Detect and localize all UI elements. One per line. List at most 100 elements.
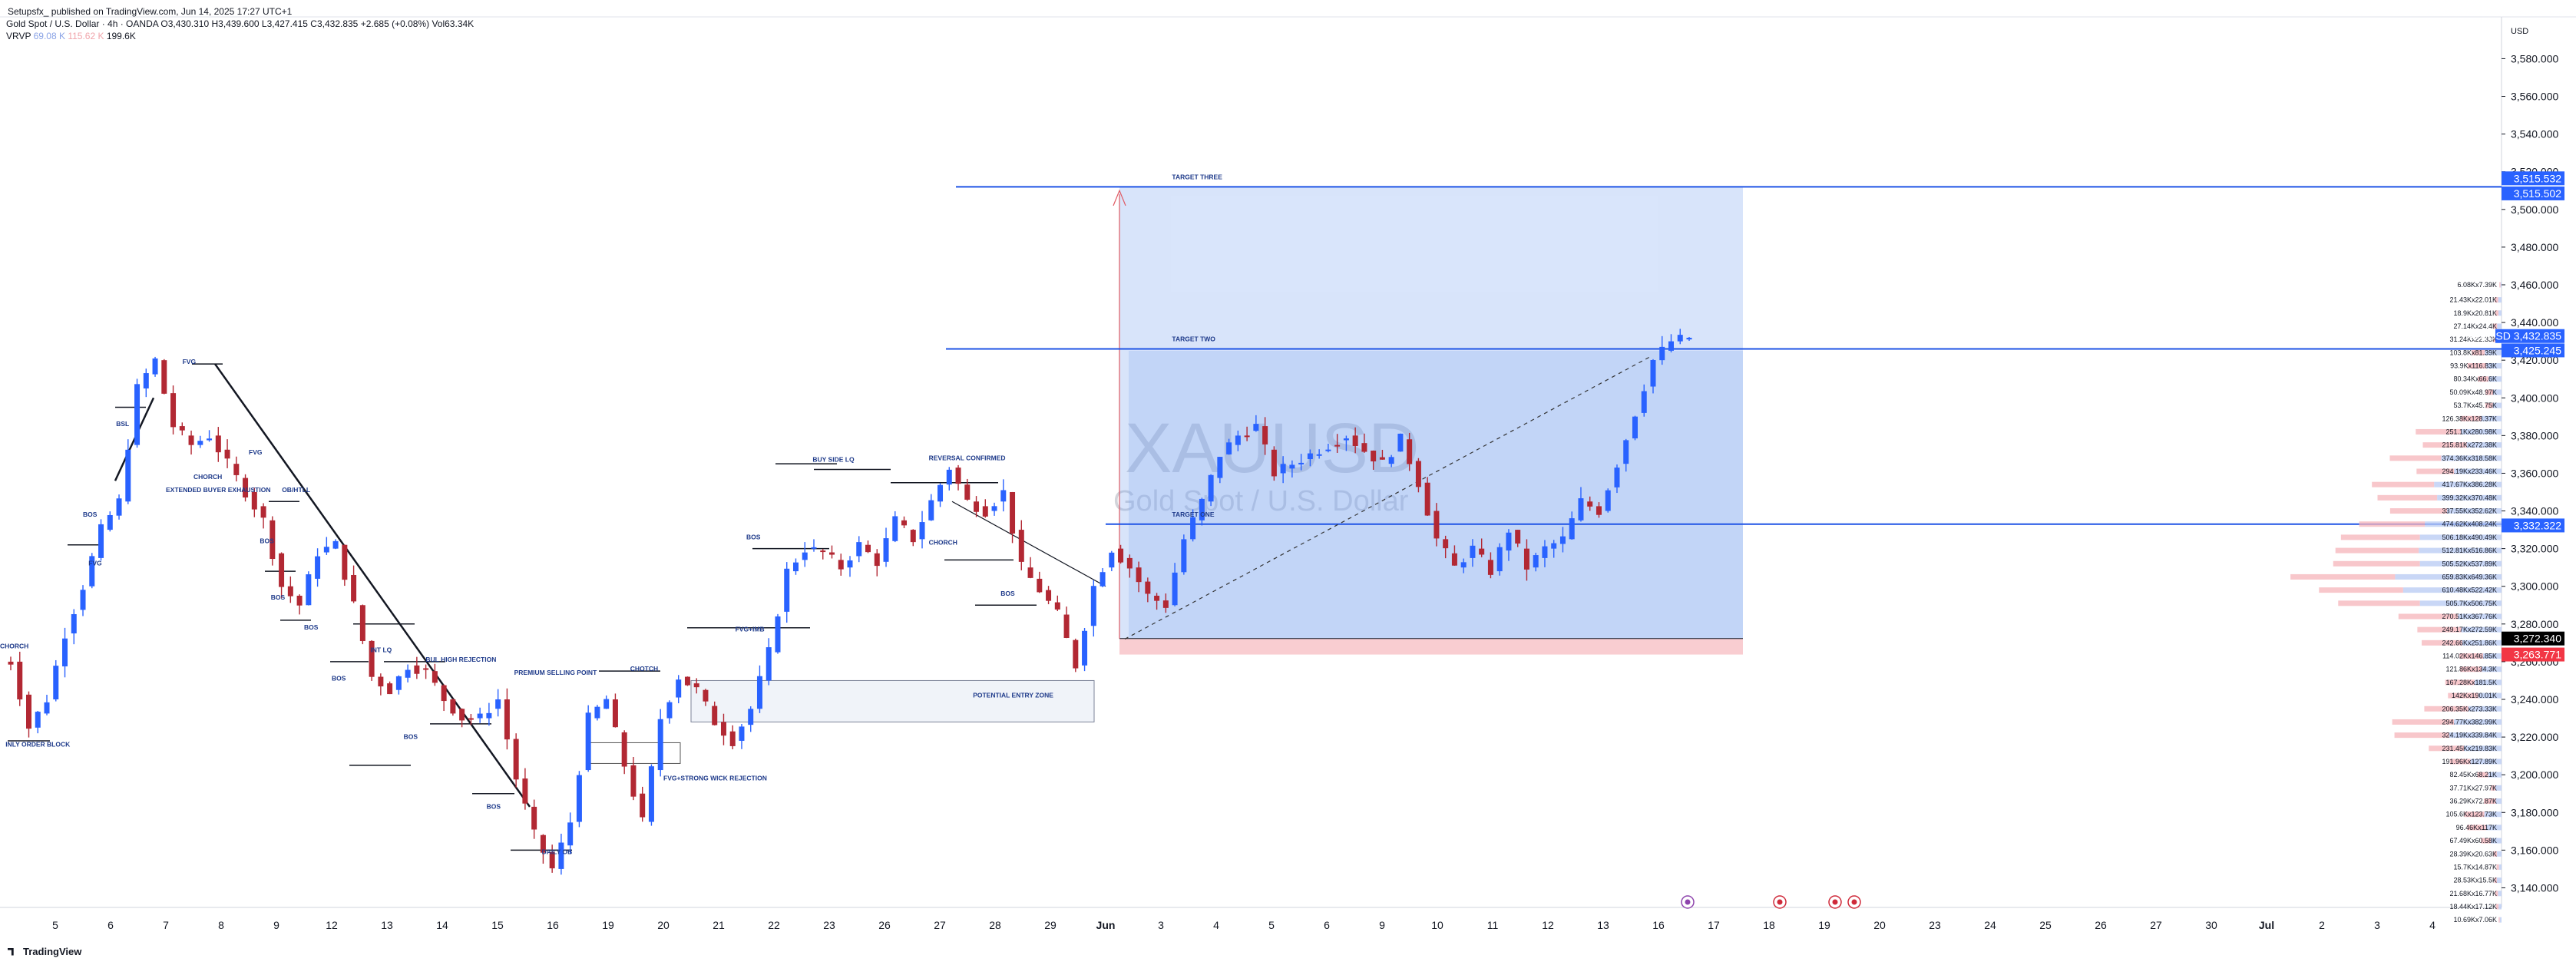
candle-body[interactable] bbox=[188, 435, 194, 445]
position-target-zone[interactable] bbox=[1119, 187, 1743, 639]
price-label-box[interactable] bbox=[2502, 518, 2564, 533]
candle-body[interactable] bbox=[1136, 567, 1142, 583]
candle-body[interactable] bbox=[991, 506, 997, 511]
candle-body[interactable] bbox=[1433, 511, 1440, 539]
candle-body[interactable] bbox=[982, 506, 988, 517]
candle-body[interactable] bbox=[657, 719, 663, 771]
candle-body[interactable] bbox=[892, 516, 898, 541]
candle-body[interactable] bbox=[1325, 449, 1331, 451]
candle-body[interactable] bbox=[1172, 572, 1178, 606]
candle-body[interactable] bbox=[1623, 440, 1629, 464]
candle-body[interactable] bbox=[720, 722, 726, 736]
candle-body[interactable] bbox=[1559, 536, 1566, 544]
position-stop-zone[interactable] bbox=[1119, 638, 1743, 655]
candle-body[interactable] bbox=[756, 676, 762, 709]
candle-body[interactable] bbox=[910, 530, 916, 543]
candle-body[interactable] bbox=[1407, 439, 1413, 464]
candle-body[interactable] bbox=[1496, 547, 1503, 572]
candle-body[interactable] bbox=[1010, 491, 1016, 534]
candle-body[interactable] bbox=[1605, 490, 1611, 511]
candle-body[interactable] bbox=[1316, 454, 1322, 456]
price-label-box[interactable] bbox=[2495, 329, 2564, 343]
candle-body[interactable] bbox=[1470, 545, 1476, 558]
indicator-name[interactable]: VRVP bbox=[6, 31, 31, 41]
candle-body[interactable] bbox=[1361, 443, 1367, 452]
candle-body[interactable] bbox=[621, 732, 627, 767]
candle-body[interactable] bbox=[98, 524, 104, 558]
candle-body[interactable] bbox=[955, 468, 961, 484]
candle-body[interactable] bbox=[648, 766, 654, 822]
candle-body[interactable] bbox=[1388, 457, 1394, 464]
price-label-box[interactable] bbox=[2502, 631, 2564, 646]
candle-body[interactable] bbox=[1668, 341, 1674, 351]
price-label-box[interactable] bbox=[2502, 647, 2564, 662]
candle-body[interactable] bbox=[161, 360, 167, 394]
candle-body[interactable] bbox=[847, 560, 853, 568]
candle-body[interactable] bbox=[369, 640, 375, 677]
candle-body[interactable] bbox=[1037, 578, 1043, 593]
candle-body[interactable] bbox=[531, 806, 537, 830]
candle-body[interactable] bbox=[811, 547, 817, 549]
candle-body[interactable] bbox=[315, 556, 321, 579]
candle-body[interactable] bbox=[207, 438, 213, 441]
candle-body[interactable] bbox=[1659, 346, 1665, 361]
candle-body[interactable] bbox=[712, 706, 718, 725]
candle-body[interactable] bbox=[296, 595, 303, 606]
candle-body[interactable] bbox=[775, 616, 781, 653]
price-label-box[interactable] bbox=[2502, 171, 2564, 186]
candle-body[interactable] bbox=[1244, 435, 1250, 438]
candle-body[interactable] bbox=[1460, 562, 1467, 568]
candle-body[interactable] bbox=[1569, 518, 1575, 540]
candle-body[interactable] bbox=[80, 590, 86, 610]
candle-body[interactable] bbox=[1235, 435, 1241, 445]
candle-body[interactable] bbox=[143, 373, 149, 388]
candle-body[interactable] bbox=[287, 586, 293, 597]
candle-body[interactable] bbox=[748, 709, 754, 725]
candle-body[interactable] bbox=[152, 358, 158, 375]
candle-body[interactable] bbox=[107, 514, 113, 530]
candle-body[interactable] bbox=[585, 712, 591, 771]
candle-body[interactable] bbox=[1415, 461, 1421, 487]
candle-body[interactable] bbox=[35, 712, 41, 728]
candle-body[interactable] bbox=[739, 726, 745, 741]
candle-body[interactable] bbox=[640, 793, 646, 818]
candle-body[interactable] bbox=[260, 506, 266, 518]
candle-body[interactable] bbox=[441, 685, 447, 702]
candle-body[interactable] bbox=[1054, 602, 1060, 610]
candle-body[interactable] bbox=[766, 647, 772, 681]
candle-body[interactable] bbox=[62, 638, 68, 667]
symbol-line[interactable]: Gold Spot / U.S. Dollar · 4h · OANDA bbox=[6, 18, 159, 29]
candle-body[interactable] bbox=[802, 552, 808, 560]
candle-body[interactable] bbox=[1632, 416, 1638, 439]
candle-body[interactable] bbox=[937, 484, 944, 502]
candle-body[interactable] bbox=[477, 713, 483, 719]
candle-body[interactable] bbox=[1542, 546, 1548, 558]
candle-body[interactable] bbox=[820, 550, 826, 553]
candle-body[interactable] bbox=[567, 822, 574, 846]
trendline-descending[interactable] bbox=[213, 363, 531, 808]
candle-body[interactable] bbox=[1443, 539, 1449, 549]
candle-body[interactable] bbox=[1650, 360, 1656, 387]
candle-body[interactable] bbox=[666, 702, 673, 719]
candle-body[interactable] bbox=[1154, 595, 1160, 601]
candle-body[interactable] bbox=[1343, 438, 1349, 441]
candle-body[interactable] bbox=[1352, 435, 1358, 446]
candle-body[interactable] bbox=[359, 605, 365, 641]
candle-body[interactable] bbox=[1379, 457, 1385, 460]
candle-body[interactable] bbox=[919, 522, 925, 540]
candle-body[interactable] bbox=[459, 709, 465, 721]
candle-body[interactable] bbox=[332, 540, 339, 549]
candle-body[interactable] bbox=[17, 661, 23, 700]
candle-body[interactable] bbox=[44, 702, 50, 714]
candle-body[interactable] bbox=[279, 553, 285, 587]
candle-body[interactable] bbox=[784, 568, 790, 612]
candle-body[interactable] bbox=[1073, 639, 1079, 669]
candle-body[interactable] bbox=[540, 834, 546, 853]
candle-body[interactable] bbox=[1487, 560, 1493, 575]
candle-body[interactable] bbox=[828, 552, 835, 555]
candle-body[interactable] bbox=[1551, 543, 1557, 549]
candle-body[interactable] bbox=[703, 689, 709, 702]
candle-body[interactable] bbox=[1090, 586, 1096, 626]
brand-mark[interactable]: TradingView bbox=[8, 946, 81, 957]
